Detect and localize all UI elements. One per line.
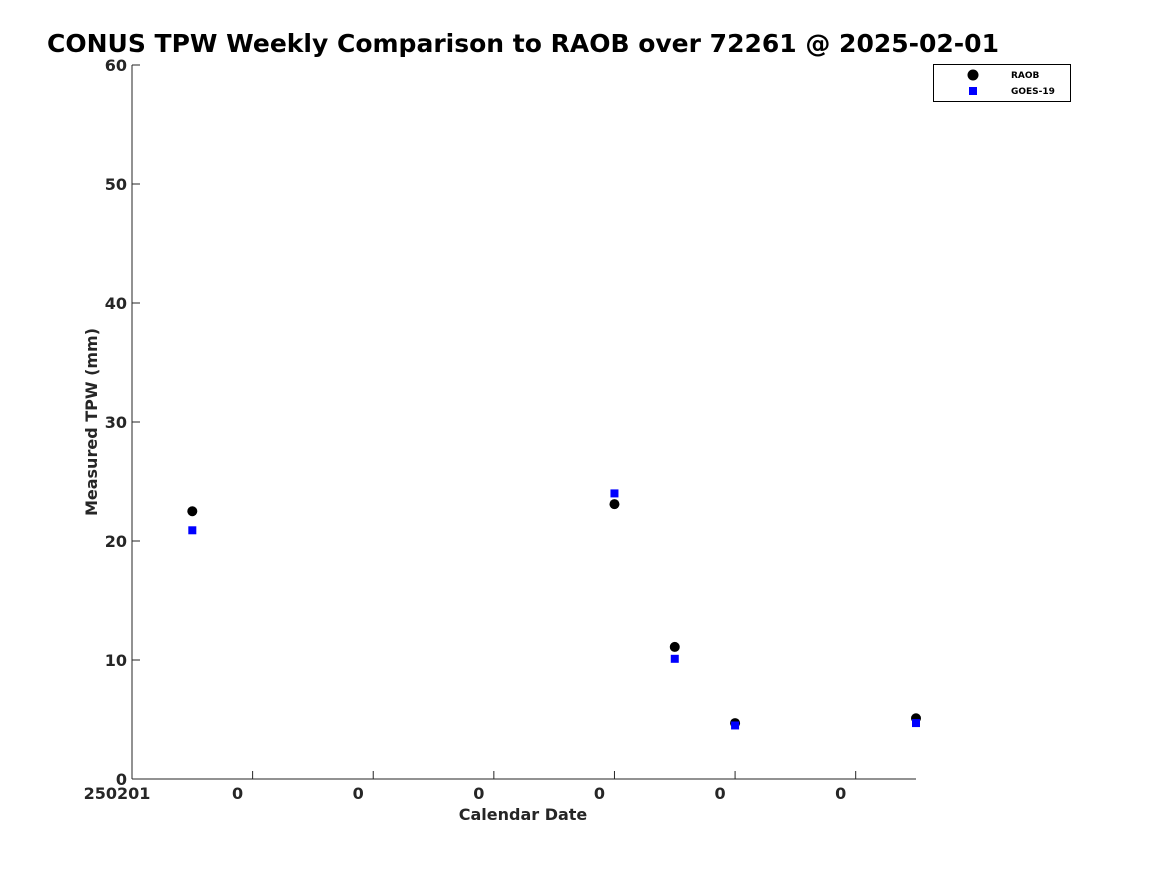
x-tick-label: 0 <box>715 784 726 803</box>
data-point-goes-19 <box>731 721 740 730</box>
legend-label-goes19: GOES-19 <box>1011 87 1055 97</box>
y-axis-label: Measured TPW (mm) <box>82 328 101 516</box>
plot-axes <box>131 65 916 780</box>
legend: RAOB GOES-19 <box>933 64 1071 102</box>
data-point-goes-19 <box>670 654 679 663</box>
legend-marker-goes19 <box>969 87 977 95</box>
y-tick-label: 30 <box>105 413 127 432</box>
chart-title: CONUS TPW Weekly Comparison to RAOB over… <box>47 29 999 58</box>
data-point-goes-19 <box>912 719 920 728</box>
y-tick-label: 40 <box>105 294 127 313</box>
x-tick-label: 0 <box>473 784 484 803</box>
legend-label-raob: RAOB <box>1011 71 1040 81</box>
data-point-goes-19 <box>610 489 619 498</box>
y-tick-label: 60 <box>105 56 127 75</box>
data-point-raob <box>609 499 620 510</box>
x-tick-label: 0 <box>835 784 846 803</box>
y-tick-label: 0 <box>116 770 127 789</box>
legend-box <box>933 64 1071 102</box>
data-point-raob <box>187 506 198 517</box>
x-tick-label: 0 <box>594 784 605 803</box>
data-point-goes-19 <box>188 526 197 535</box>
data-points <box>187 489 921 730</box>
data-point-raob <box>669 641 680 652</box>
x-tick-label: 0 <box>353 784 364 803</box>
x-axis-ticks: 250201 0 0 0 0 0 0 <box>84 771 857 803</box>
y-tick-label: 50 <box>105 175 127 194</box>
y-axis-ticks: 0 10 20 30 40 50 60 <box>105 56 140 789</box>
legend-marker-raob <box>967 69 979 81</box>
x-axis-label: Calendar Date <box>459 805 588 824</box>
x-tick-label: 0 <box>232 784 243 803</box>
y-tick-label: 10 <box>105 651 127 670</box>
y-tick-label: 20 <box>105 532 127 551</box>
x-tick-label: 250201 <box>84 784 151 803</box>
